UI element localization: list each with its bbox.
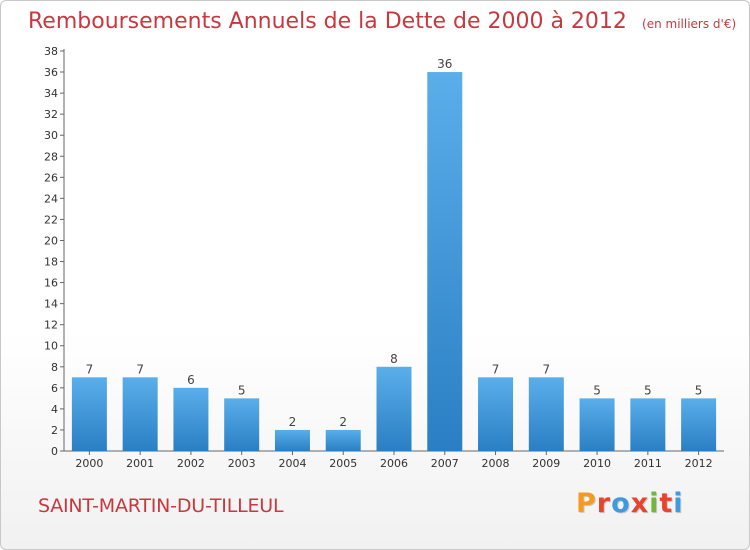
- y-tick-label: 24: [44, 192, 58, 205]
- bar: [478, 377, 514, 451]
- bar: [528, 377, 564, 451]
- x-tick-label: 2009: [532, 457, 560, 470]
- bar: [224, 398, 260, 451]
- bar: [325, 429, 361, 451]
- x-tick-label: 2001: [126, 457, 154, 470]
- y-tick-label: 8: [51, 361, 58, 374]
- x-tick-label: 2000: [75, 457, 103, 470]
- bar: [681, 398, 717, 451]
- x-tick-label: 2010: [583, 457, 611, 470]
- bar-value-label: 36: [437, 57, 452, 71]
- y-tick-label: 36: [44, 66, 58, 79]
- y-tick-label: 4: [51, 403, 58, 416]
- bar-value-label: 6: [187, 373, 195, 387]
- commune-name: SAINT-MARTIN-DU-TILLEUL: [38, 495, 284, 517]
- y-tick-label: 38: [44, 45, 58, 58]
- y-tick-label: 34: [44, 87, 58, 100]
- logo-letter: t: [659, 488, 674, 519]
- chart-subtitle: (en milliers d'€): [642, 17, 737, 31]
- bar-value-label: 7: [492, 362, 500, 376]
- bar-value-label: 5: [644, 383, 652, 397]
- y-tick-label: 20: [44, 234, 58, 247]
- y-tick-label: 10: [44, 340, 58, 353]
- bar: [376, 366, 412, 451]
- x-tick-label: 2007: [431, 457, 459, 470]
- bar-value-label: 5: [695, 383, 703, 397]
- bar-value-label: 7: [86, 362, 94, 376]
- bar-value-label: 2: [289, 415, 297, 429]
- x-tick-label: 2006: [380, 457, 408, 470]
- bar-value-label: 8: [390, 352, 398, 366]
- y-tick-label: 32: [44, 108, 58, 121]
- bar: [71, 377, 107, 451]
- y-tick-label: 14: [44, 298, 58, 311]
- logo-letter: o: [611, 488, 631, 519]
- bar: [579, 398, 615, 451]
- y-tick-label: 30: [44, 129, 58, 142]
- y-tick-label: 16: [44, 277, 58, 290]
- bar: [173, 387, 209, 451]
- x-tick-label: 2004: [278, 457, 306, 470]
- x-tick-label: 2002: [177, 457, 205, 470]
- y-tick-label: 0: [51, 445, 58, 458]
- x-tick-label: 2011: [634, 457, 662, 470]
- chart-title: Remboursements Annuels de la Dette de 20…: [28, 9, 627, 34]
- y-tick-label: 12: [44, 319, 58, 332]
- x-tick-label: 2003: [228, 457, 256, 470]
- bar: [274, 429, 310, 451]
- bar: [630, 398, 666, 451]
- bar-value-label: 7: [542, 362, 550, 376]
- bar: [122, 377, 158, 451]
- y-tick-label: 2: [51, 424, 58, 437]
- logo-letter: i: [649, 488, 660, 519]
- logo-letter: x: [630, 488, 650, 519]
- y-tick-label: 6: [51, 382, 58, 395]
- bar-value-label: 5: [593, 383, 601, 397]
- y-tick-label: 28: [44, 150, 58, 163]
- y-tick-label: 22: [44, 213, 58, 226]
- chart-bars: 7 7 6 5 2 2 8 36 7 7 5 5 5: [71, 57, 717, 451]
- x-tick-label: 2008: [482, 457, 510, 470]
- y-tick-label: 18: [44, 256, 58, 269]
- logo-letter: P: [576, 488, 597, 519]
- title-row: Remboursements Annuels de la Dette de 20…: [28, 9, 736, 34]
- logo-letter: i: [673, 488, 684, 519]
- bar-value-label: 2: [339, 415, 347, 429]
- logo-letter: r: [596, 488, 612, 519]
- x-tick-label: 2012: [685, 457, 713, 470]
- y-tick-label: 26: [44, 171, 58, 184]
- x-tick-label: 2005: [329, 457, 357, 470]
- bar-value-label: 5: [238, 383, 246, 397]
- proxiti-logo: Proxiti: [576, 488, 684, 519]
- bar: [427, 72, 463, 451]
- bar-value-label: 7: [136, 362, 144, 376]
